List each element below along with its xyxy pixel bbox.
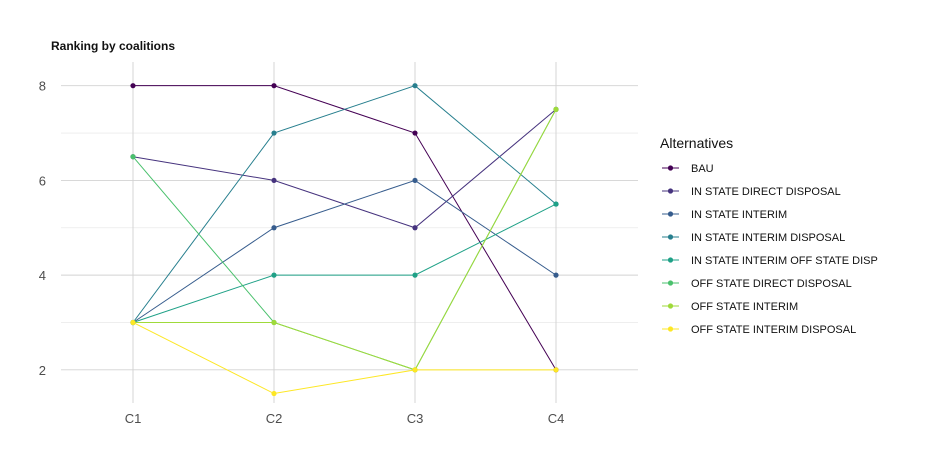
- data-point: [553, 201, 559, 207]
- legend-key-point: [667, 280, 674, 286]
- legend-key-point: [667, 234, 674, 240]
- data-point: [271, 177, 277, 184]
- y-tick-label: 8: [39, 79, 46, 94]
- legend-key-point: [667, 165, 674, 171]
- series-line: [132, 322, 556, 395]
- data-point: [271, 390, 277, 397]
- y-tick-label: 4: [39, 268, 46, 283]
- x-tick-label: C4: [548, 411, 565, 426]
- series-line: [132, 109, 557, 371]
- series-line: [132, 179, 557, 323]
- chart-title: Ranking by coalitions: [51, 39, 175, 53]
- series-line: [132, 108, 557, 229]
- data-point: [271, 272, 277, 278]
- data-point: [412, 130, 418, 136]
- series-line: [132, 85, 557, 323]
- legend-key-point: [667, 257, 674, 263]
- data-point: [271, 225, 277, 231]
- legend-title: Alternatives: [660, 135, 733, 151]
- legend-label: OFF STATE INTERIM DISPOSAL: [691, 324, 856, 336]
- x-tick-label: C3: [407, 411, 424, 426]
- data-point: [553, 106, 559, 112]
- data-point: [412, 272, 418, 278]
- plot-lines: [132, 85, 557, 395]
- y-tick-label: 6: [39, 173, 46, 188]
- legend: Alternatives BAU IN STATE DIRECT DISPOSAL…: [660, 135, 878, 336]
- data-point: [271, 130, 277, 136]
- data-point: [130, 319, 136, 326]
- legend-key-point: [667, 188, 674, 194]
- legend-label: IN STATE INTERIM DISPOSAL: [691, 232, 845, 244]
- series-line: [133, 109, 557, 371]
- y-axis: 2 4 6 8: [39, 79, 46, 378]
- legend-label: IN STATE INTERIM: [691, 209, 787, 221]
- data-point: [412, 367, 418, 373]
- x-tick-label: C2: [266, 411, 283, 426]
- legend-key-point: [667, 303, 674, 309]
- data-point: [130, 83, 136, 89]
- data-point: [271, 319, 277, 326]
- legend-label: OFF STATE DIRECT DISPOSAL: [691, 278, 852, 290]
- legend-key-point: [667, 326, 674, 332]
- data-point: [412, 225, 418, 231]
- data-point: [553, 367, 559, 373]
- legend-label: OFF STATE INTERIM: [691, 301, 798, 313]
- plot-points: [130, 83, 559, 397]
- legend-key-point: [667, 211, 674, 217]
- x-axis: C1 C2 C3 C4: [125, 411, 565, 426]
- y-tick-label: 2: [39, 363, 46, 378]
- data-point: [130, 154, 136, 160]
- data-point: [553, 272, 559, 278]
- legend-label: BAU: [691, 163, 714, 175]
- data-point: [271, 83, 277, 89]
- x-tick-label: C1: [125, 411, 142, 426]
- data-point: [412, 83, 418, 89]
- legend-label: IN STATE DIRECT DISPOSAL: [691, 186, 841, 198]
- data-point: [412, 177, 418, 184]
- legend-label: IN STATE INTERIM OFF STATE DISP: [691, 255, 878, 267]
